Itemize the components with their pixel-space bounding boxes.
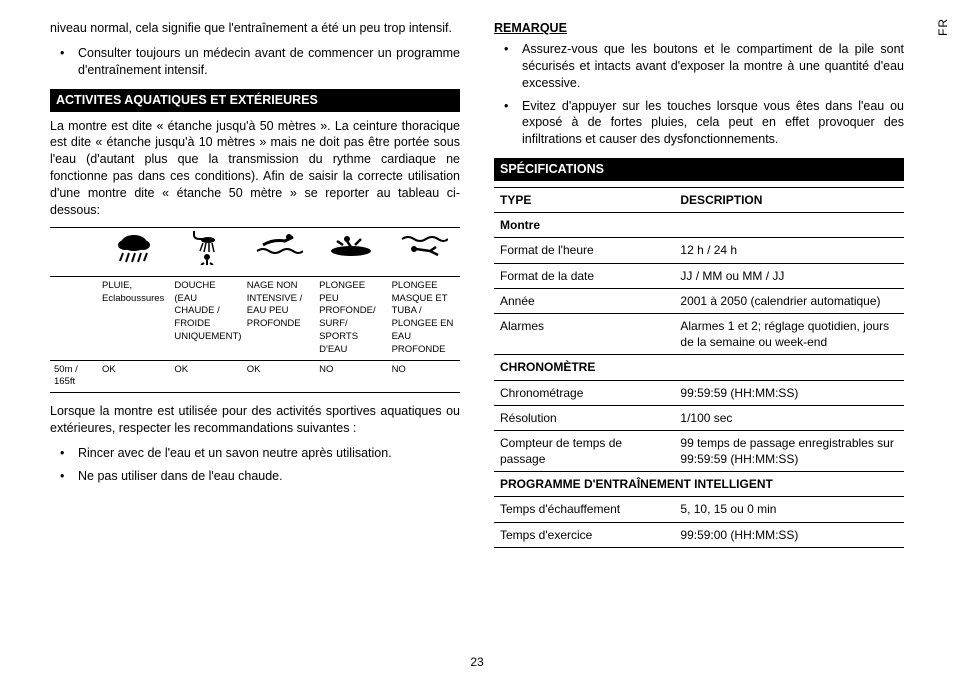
water-col-label: NAGE NON INTENSIVE / EAU PEU PROFONDE [243,276,315,360]
spec-group-name: PROGRAMME D'ENTRAÎNEMENT INTELLIGENT [494,472,904,497]
water-table-value-row: 50m / 165ft OK OK OK NO NO [50,360,460,393]
aquatic-para: La montre est dite « étanche jusqu'à 50 … [50,118,460,219]
swim-icon [243,227,315,276]
after-bullet: Rincer avec de l'eau et un savon neutre … [50,445,460,462]
intro-continuation: niveau normal, cela signifie que l'entra… [50,20,460,37]
after-table-para: Lorsque la montre est utilisée pour des … [50,403,460,437]
manual-page: FR niveau normal, cela signifie que l'en… [0,0,954,673]
water-value-cell: OK [243,360,315,393]
spec-head-type: TYPE [494,188,674,213]
spec-val: 1/100 sec [674,405,904,430]
water-value-cell: OK [170,360,242,393]
surf-icon [315,227,387,276]
page-number: 23 [0,655,954,669]
intro-bullet: Consulter toujours un médecin avant de c… [50,45,460,79]
spec-table: TYPE DESCRIPTION Montre Format de l'heur… [494,187,904,548]
spec-key: Résolution [494,405,674,430]
spec-key: Format de l'heure [494,238,674,263]
water-depth-cell: 50m / 165ft [50,360,98,393]
remark-bullet: Evitez d'appuyer sur les touches lorsque… [494,98,904,149]
dive-icon [388,227,460,276]
spec-key: Chronométrage [494,380,674,405]
spec-val: Alarmes 1 et 2; réglage quotidien, jours… [674,313,904,354]
shower-icon [170,227,242,276]
spec-val: 99:59:59 (HH:MM:SS) [674,380,904,405]
rain-icon [98,227,170,276]
remark-title: REMARQUE [494,20,567,37]
after-bullet: Ne pas utiliser dans de l'eau chaude. [50,468,460,485]
spec-val: JJ / MM ou MM / JJ [674,263,904,288]
remark-bullet-list: Assurez-vous que les boutons et le compa… [494,41,904,148]
spec-key: Temps d'exercice [494,522,674,547]
right-column: REMARQUE Assurez-vous que les boutons et… [494,20,904,663]
spec-val: 5, 10, 15 ou 0 min [674,497,904,522]
spec-group-name: CHRONOMÈTRE [494,355,904,380]
spec-val: 99:59:00 (HH:MM:SS) [674,522,904,547]
spec-val: 2001 à 2050 (calendrier automatique) [674,288,904,313]
spec-val: 99 temps de passage enregistrables sur 9… [674,430,904,471]
water-col-label: PLONGEE MASQUE ET TUBA / PLONGEE EN EAU … [388,276,460,360]
after-bullet-list: Rincer avec de l'eau et un savon neutre … [50,445,460,485]
left-column: niveau normal, cela signifie que l'entra… [50,20,460,663]
water-value-cell: NO [315,360,387,393]
water-table-label-row: PLUIE, Eclaboussures DOUCHE (EAU CHAUDE … [50,276,460,360]
spec-key: Compteur de temps de passage [494,430,674,471]
spec-val: 12 h / 24 h [674,238,904,263]
section-aquatic-title: ACTIVITES AQUATIQUES ET EXTÉRIEURES [50,89,460,112]
spec-key: Alarmes [494,313,674,354]
spec-head-desc: DESCRIPTION [674,188,904,213]
water-value-cell: OK [98,360,170,393]
spec-key: Temps d'échauffement [494,497,674,522]
water-resistance-table: PLUIE, Eclaboussures DOUCHE (EAU CHAUDE … [50,227,460,394]
spec-key: Format de la date [494,263,674,288]
water-value-cell: NO [388,360,460,393]
water-col-label: PLUIE, Eclaboussures [98,276,170,360]
spec-key: Année [494,288,674,313]
language-tab: FR [936,18,950,36]
water-col-label: DOUCHE (EAU CHAUDE / FROIDE UNIQUEMENT) [170,276,242,360]
intro-bullet-list: Consulter toujours un médecin avant de c… [50,45,460,79]
spec-title: SPÉCIFICATIONS [494,158,904,181]
water-col-label: PLONGEE PEU PROFONDE/ SURF/ SPORTS D'EAU [315,276,387,360]
remark-bullet: Assurez-vous que les boutons et le compa… [494,41,904,92]
spec-group-name: Montre [494,213,904,238]
spec-header-row: TYPE DESCRIPTION [494,188,904,213]
